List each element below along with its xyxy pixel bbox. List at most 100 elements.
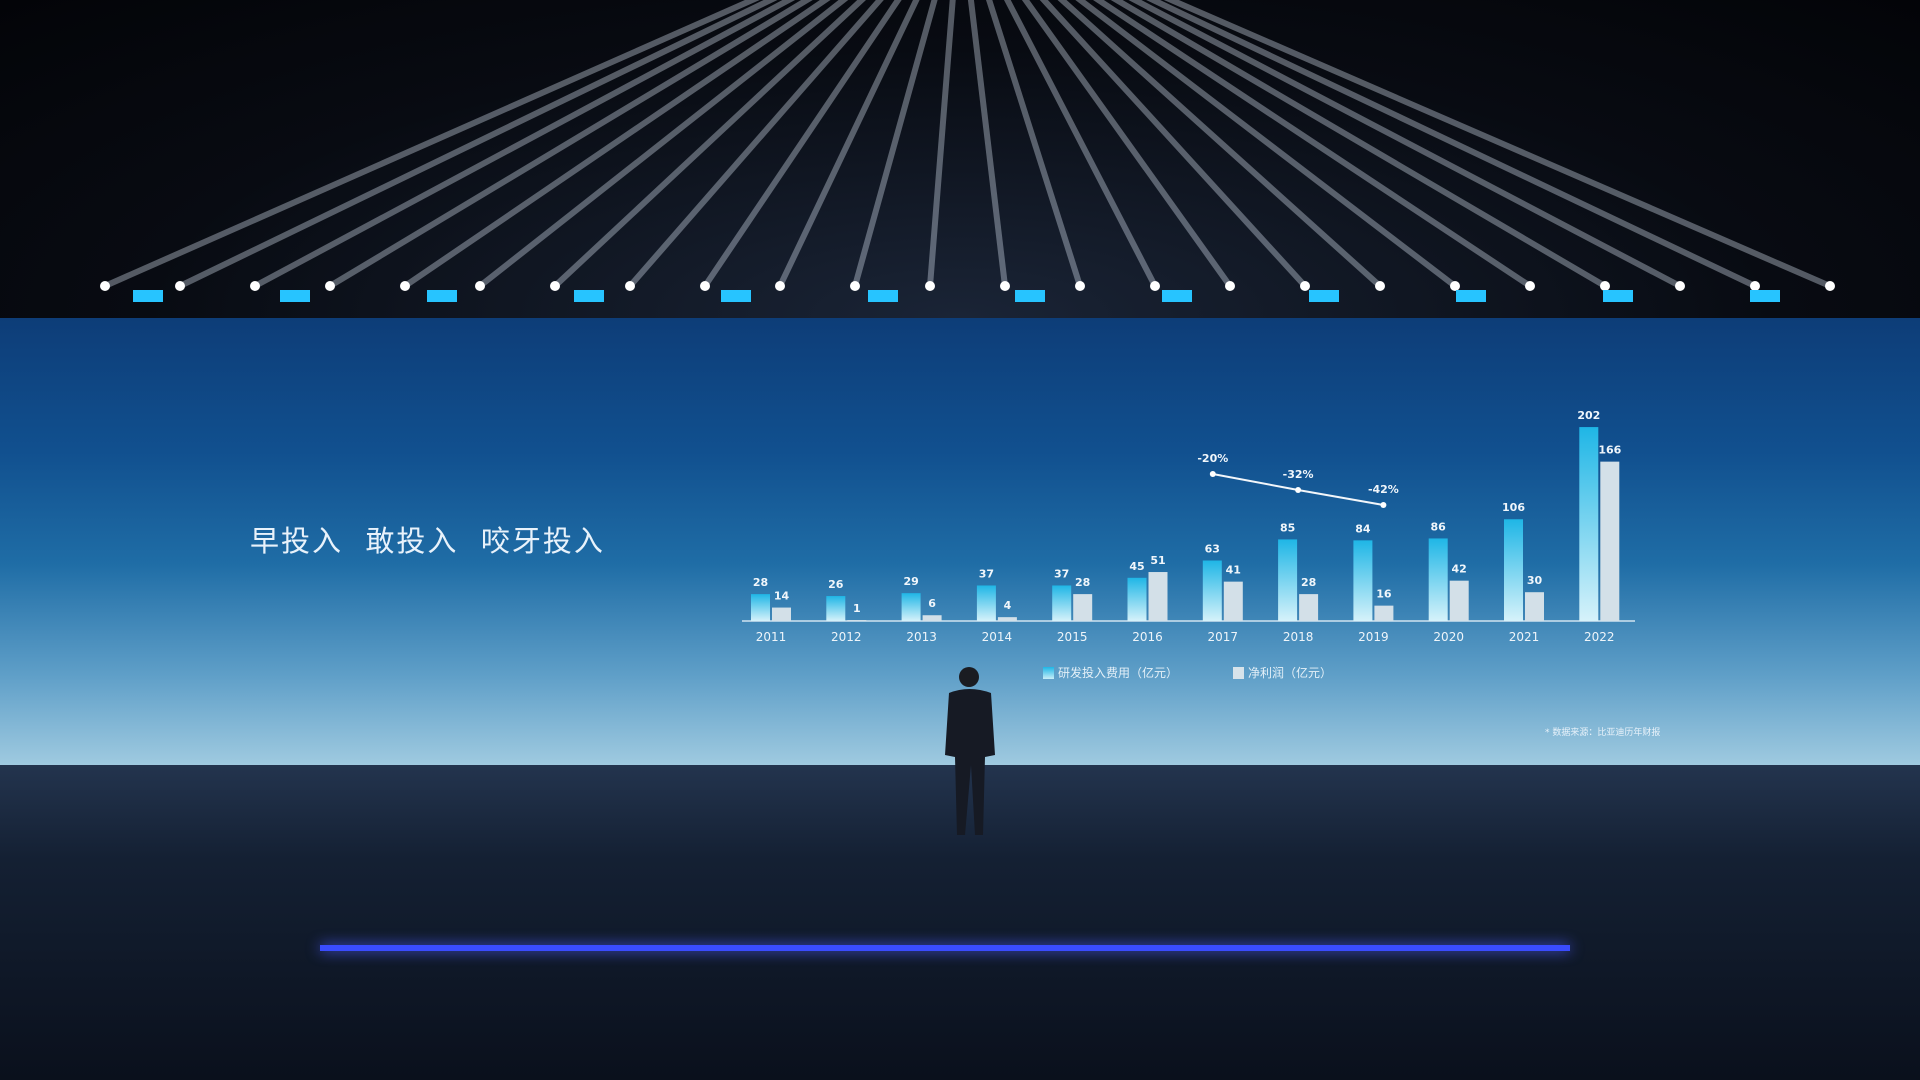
spotlight (1075, 281, 1085, 291)
bar-profit (772, 607, 791, 621)
trend-point (1209, 471, 1216, 477)
light-beam (967, 0, 1008, 287)
spotlight (1525, 281, 1535, 291)
x-tick-label: 2014 (982, 630, 1013, 644)
light-beam (1163, 0, 1832, 289)
spotlight (1825, 281, 1835, 291)
bar-rd (1052, 585, 1072, 621)
bar-rd (1504, 519, 1523, 621)
light-beam (1057, 0, 1383, 289)
trend-label: -42% (1368, 483, 1399, 496)
trend-point (1295, 487, 1302, 493)
spotlight (550, 281, 560, 291)
spotlight (100, 281, 110, 291)
x-tick-label: 2015 (1057, 630, 1088, 644)
light-beam (1146, 0, 1757, 289)
light-beam (1039, 0, 1308, 289)
legend-label-rd: 研发投入费用（亿元） (1058, 666, 1179, 680)
light-beam (478, 0, 849, 289)
bar-rd (901, 593, 921, 621)
spotlight (325, 281, 335, 291)
spotlight (1750, 281, 1760, 291)
slide-headline: 早投入 敢投入 咬牙投入 (250, 524, 605, 558)
bar-rd (1127, 577, 1147, 621)
light-beam (1075, 0, 1457, 289)
light-beam (1128, 0, 1682, 289)
bar-value-label: 28 (1075, 576, 1090, 589)
led-panel (1309, 290, 1339, 302)
light-beam (403, 0, 831, 289)
legend-label-profit: 净利润（亿元） (1248, 666, 1333, 680)
bar-value-label: 84 (1355, 522, 1371, 535)
led-panel (1456, 290, 1486, 302)
bar-rd (1428, 538, 1448, 621)
bar-profit (847, 620, 867, 621)
bar-profit (1600, 461, 1620, 621)
bar-value-label: 28 (753, 576, 768, 589)
light-beam (103, 0, 760, 289)
light-beam (178, 0, 778, 289)
bar-value-label: 37 (1054, 567, 1069, 580)
bar-value-label: 14 (774, 590, 790, 603)
speaker-figure (945, 667, 995, 835)
bar-profit (1299, 594, 1319, 621)
bar-value-label: 86 (1431, 520, 1447, 533)
bar-rd (1278, 539, 1298, 621)
spotlight (175, 281, 185, 291)
spotlight (850, 281, 860, 291)
bar-rd (1579, 427, 1599, 621)
bar-value-label: 202 (1577, 409, 1600, 422)
light-beam (328, 0, 813, 289)
spotlight (1000, 281, 1010, 291)
light-beam (702, 0, 902, 288)
trend-label: -32% (1283, 468, 1314, 481)
light-beam (927, 0, 956, 287)
stage-edge-light (320, 945, 1570, 951)
bar-profit (997, 617, 1017, 621)
bar-value-label: 166 (1598, 444, 1621, 457)
light-beam (552, 0, 867, 289)
bar-value-label: 30 (1527, 574, 1543, 587)
bar-value-label: 42 (1452, 563, 1467, 576)
bar-value-label: 4 (1004, 599, 1012, 612)
bar-rd (976, 585, 996, 621)
spotlight (1675, 281, 1685, 291)
legend-swatch-profit (1233, 666, 1245, 679)
bar-profit (1073, 594, 1093, 621)
bar-value-label: 37 (979, 567, 994, 580)
bar-chart: 28 14 2011 26 1 2012 29 6 2013 37 4 2014 37 28 2015 45 5… (742, 409, 1635, 644)
led-panel (1162, 290, 1192, 302)
light-beam (777, 0, 920, 288)
led-panel (133, 290, 163, 302)
bar-rd (1353, 540, 1373, 621)
light-beam (253, 0, 796, 289)
light-beam (852, 0, 938, 287)
x-tick-label: 2016 (1132, 630, 1163, 644)
led-panel (1750, 290, 1780, 302)
bar-value-label: 85 (1280, 521, 1295, 534)
bar-profit (1148, 572, 1168, 621)
bar-value-label: 106 (1502, 501, 1525, 514)
bar-value-label: 45 (1129, 560, 1144, 573)
led-panel (280, 290, 310, 302)
stage-ceiling-lights (0, 0, 1920, 318)
x-tick-label: 2013 (906, 630, 937, 644)
trend-label: -20% (1197, 452, 1228, 465)
spotlight (1300, 281, 1310, 291)
bar-profit (1525, 592, 1544, 621)
spotlight (1375, 281, 1385, 291)
legend-swatch-rd (1043, 666, 1054, 679)
bar-value-label: 16 (1376, 588, 1392, 601)
light-beam (986, 0, 1083, 287)
x-tick-label: 2022 (1584, 630, 1615, 644)
legend-item-profit: 净利润（亿元） (1233, 664, 1332, 681)
bar-value-label: 26 (828, 578, 844, 591)
spotlight (1150, 281, 1160, 291)
bar-rd (826, 596, 846, 621)
bar-value-label: 51 (1150, 554, 1165, 567)
x-tick-label: 2017 (1208, 630, 1239, 644)
light-beam (627, 0, 884, 288)
bar-rd (1202, 560, 1222, 621)
spotlight (1450, 281, 1460, 291)
data-source-note: * 数据来源：比亚迪历年财报 (1545, 728, 1661, 738)
